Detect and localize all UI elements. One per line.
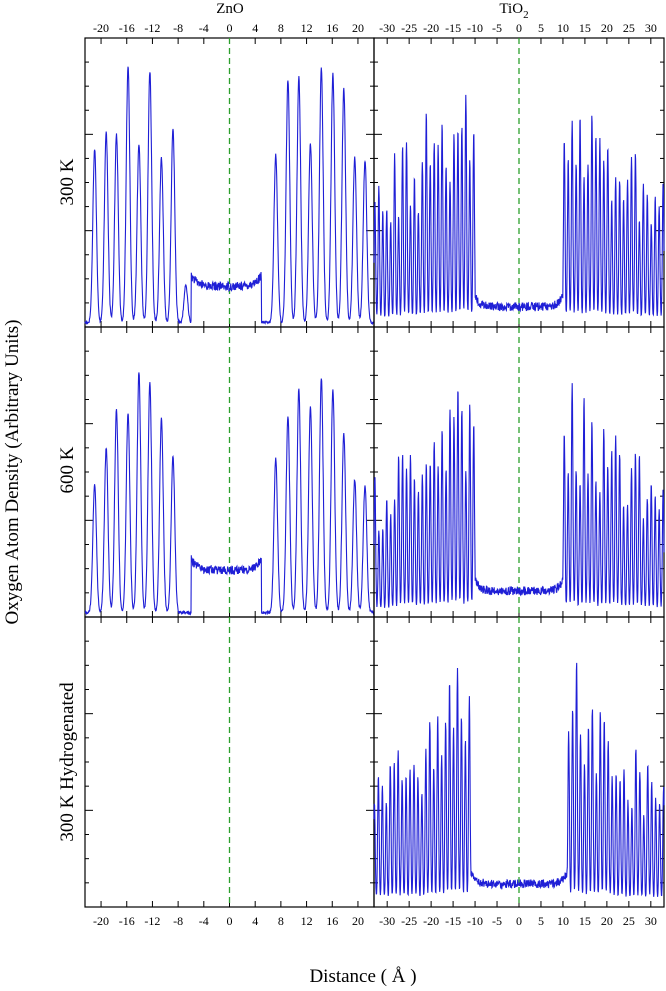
x-tick-label-top-tio2: 30 [645,21,657,35]
x-tick-label-bottom-zno: -8 [173,914,183,928]
panel-zno-600-k [84,326,375,618]
x-tick-label-bottom-zno: -20 [93,914,109,928]
x-tick-label-top-tio2: 5 [538,21,544,35]
x-tick-label-bottom-tio2: 30 [645,914,657,928]
x-tick-label-bottom-zno: 20 [352,914,364,928]
x-tick-label-top-tio2: -25 [401,21,417,35]
column-title-zno: ZnO [216,1,244,17]
x-tick-label-bottom-tio2: -20 [423,914,439,928]
x-tick-label-bottom-tio2: -30 [379,914,395,928]
density-curve-tio2-300-k [373,94,665,317]
x-tick-label-bottom-zno: -16 [119,914,135,928]
x-tick-label-top-tio2: -5 [492,21,502,35]
x-axis-title: Distance ( Å ) [309,966,416,987]
panel-tio2-300-k [373,37,665,328]
x-tick-label-bottom-zno: 0 [227,914,233,928]
panel-tio2-600-k [373,326,665,618]
y-axis-title: Oxygen Atom Density (Arbitrary Units) [2,319,23,624]
x-tick-label-top-tio2: -30 [379,21,395,35]
x-tick-label-bottom-tio2: 5 [538,914,544,928]
panel-zno-300-k [84,37,375,328]
x-tick-label-top-zno: -8 [173,21,183,35]
x-tick-label-bottom-tio2: 15 [579,914,591,928]
x-tick-label-top-zno: 12 [301,21,313,35]
x-tick-label-bottom-tio2: 25 [623,914,635,928]
x-tick-label-top-zno: -4 [199,21,209,35]
x-tick-label-top-zno: 4 [252,21,258,35]
density-curve-tio2-300-k-hydrogenated [373,662,665,897]
x-tick-label-top-tio2: 0 [516,21,522,35]
x-tick-label-bottom-tio2: 0 [516,914,522,928]
x-tick-label-top-tio2: 20 [601,21,613,35]
x-tick-label-bottom-zno: 8 [278,914,284,928]
density-curve-zno-300-k [84,66,375,326]
column-title-tio2: TiO2 [499,1,528,21]
column-title-tio2-subscript: 2 [523,9,529,21]
x-tick-label-top-zno: 16 [326,21,338,35]
x-tick-label-top-tio2: 15 [579,21,591,35]
row-label-600k: 600 K [57,446,78,493]
x-tick-label-top-tio2: 10 [557,21,569,35]
panel-tio2-300-k-hydrogenated [373,616,665,908]
panels-group: -20 -20 -16 -16 -12 -12 -8 -8 -4 -4 0 0 4 4 8 8 12 12 16 16… [84,21,665,928]
x-tick-label-top-zno: 8 [278,21,284,35]
x-tick-label-bottom-zno: -12 [144,914,160,928]
x-tick-label-top-tio2: -15 [445,21,461,35]
x-tick-label-bottom-tio2: 10 [557,914,569,928]
row-label-300k: 300 K [57,158,78,205]
x-tick-label-top-zno: 20 [352,21,364,35]
x-tick-label-bottom-tio2: -25 [401,914,417,928]
x-tick-label-top-tio2: 25 [623,21,635,35]
x-tick-label-top-zno: 0 [227,21,233,35]
x-tick-label-top-zno: -12 [144,21,160,35]
density-curve-zno-600-k [84,372,375,616]
x-tick-label-bottom-zno: -4 [199,914,209,928]
x-tick-label-bottom-tio2: 20 [601,914,613,928]
row-label-300k-hydrogenated: 300 K Hydrogenated [57,682,78,842]
panel-zno-300-k-hydrogenated [84,616,375,908]
x-tick-label-top-zno: -20 [93,21,109,35]
x-tick-label-bottom-tio2: -15 [445,914,461,928]
x-tick-label-bottom-zno: 4 [252,914,258,928]
x-tick-label-top-tio2: -20 [423,21,439,35]
x-tick-label-bottom-zno: 12 [301,914,313,928]
x-tick-label-bottom-zno: 16 [326,914,338,928]
x-tick-label-top-tio2: -10 [467,21,483,35]
density-curve-tio2-600-k [373,383,665,608]
x-tick-label-bottom-tio2: -10 [467,914,483,928]
x-tick-label-bottom-tio2: -5 [492,914,502,928]
x-tick-label-top-zno: -16 [119,21,135,35]
